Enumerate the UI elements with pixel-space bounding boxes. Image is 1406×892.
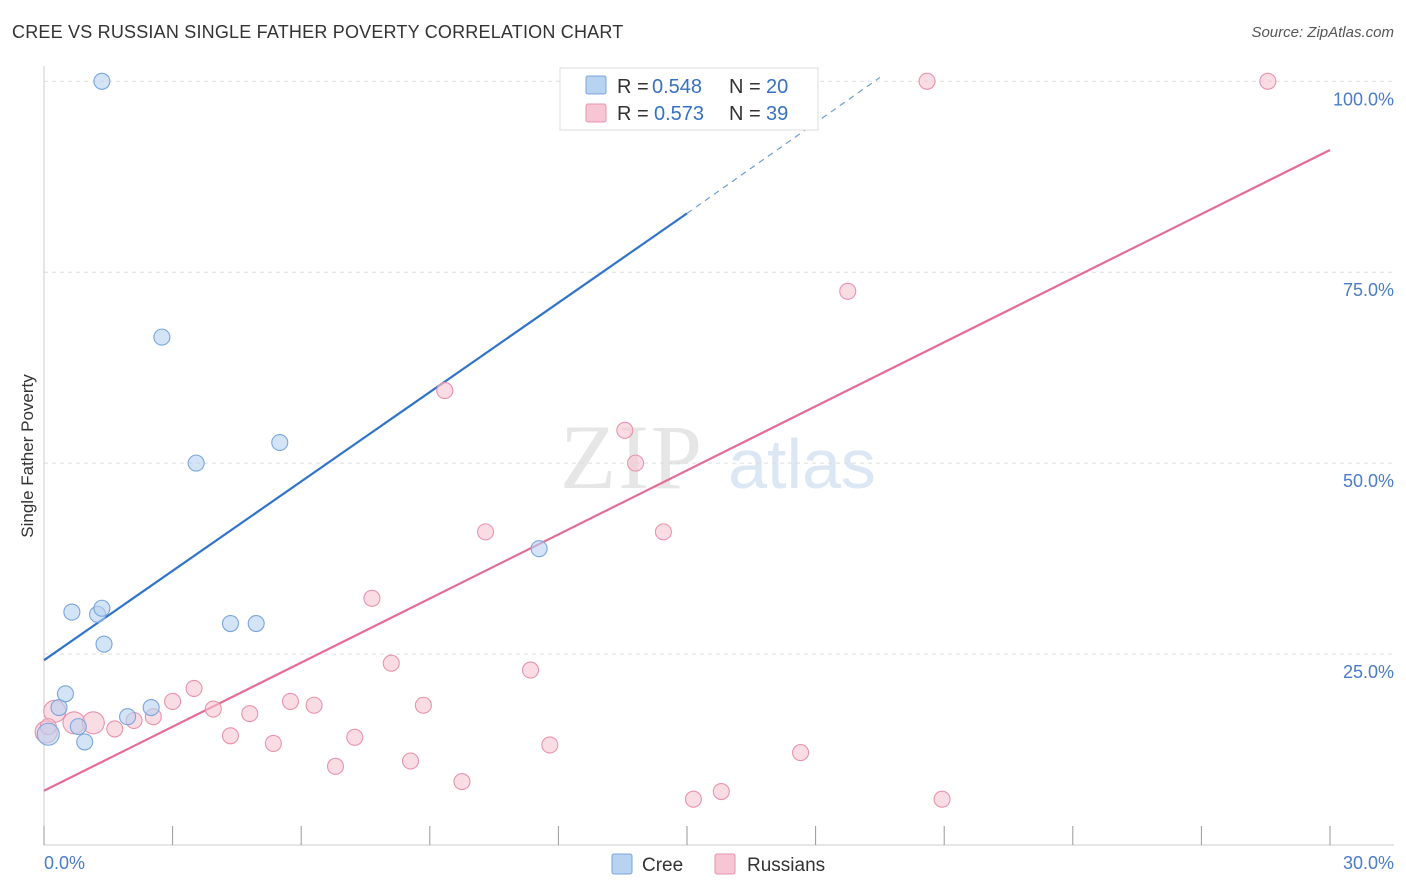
cree-point <box>187 454 205 472</box>
russians-point <box>712 782 730 801</box>
cree-series-swatch[interactable] <box>611 853 633 875</box>
stats-legend: R = 0.548 N = 20 R = 0.573 N = 39 <box>559 67 819 131</box>
russians-point <box>241 705 259 723</box>
russians-point <box>654 523 672 541</box>
russians-point <box>346 728 364 746</box>
russians-r-value: 0.573 <box>654 103 704 125</box>
cree-point <box>530 540 548 558</box>
russians-point <box>792 744 810 762</box>
russians-point <box>933 790 951 808</box>
cree-point <box>119 708 137 726</box>
russians-point <box>164 692 182 710</box>
tick-label-layer: 25.0% 50.0% 75.0% 100.0% <box>1333 89 1394 682</box>
russians-point <box>221 727 240 745</box>
russians-point <box>382 654 400 672</box>
y-tick-label: 50.0% <box>1343 471 1394 491</box>
cree-point <box>76 733 94 751</box>
cree-series-label[interactable]: Cree <box>642 855 683 876</box>
russians-point <box>305 696 323 714</box>
source-label: Source: ZipAtlas.com <box>1251 24 1394 41</box>
russians-legend-swatch <box>585 103 607 123</box>
cree-point <box>93 72 111 90</box>
russians-point <box>541 736 559 754</box>
cree-legend-swatch <box>585 75 607 95</box>
x-tick-label-min: 0.0% <box>44 853 85 873</box>
cree-point <box>271 433 289 452</box>
russians-point <box>185 679 203 697</box>
russians-point <box>264 734 282 752</box>
russians-point <box>616 421 634 439</box>
series-legend: Cree Russians <box>611 853 825 876</box>
chart-title: CREE VS RUSSIAN SINGLE FATHER POVERTY CO… <box>12 22 624 42</box>
russians-point <box>684 790 702 808</box>
russians-point <box>839 282 857 300</box>
russians-point <box>326 757 345 775</box>
watermark-atlas: atlas <box>728 425 876 503</box>
cree-r-label: R = <box>617 76 649 98</box>
cree-point <box>221 614 240 633</box>
cree-point <box>95 635 113 653</box>
russians-point <box>453 773 471 791</box>
cree-point <box>93 599 111 617</box>
russians-point <box>204 700 222 718</box>
russians-series-label[interactable]: Russians <box>747 855 825 876</box>
x-tick-label-max: 30.0% <box>1343 853 1394 873</box>
russians-point <box>1259 72 1277 90</box>
russians-point <box>363 589 381 607</box>
russians-point <box>414 696 432 714</box>
cree-point <box>142 698 160 717</box>
russians-point <box>627 454 645 472</box>
cree-point <box>69 718 87 736</box>
russians-r-label: R = <box>617 103 649 125</box>
russians-trend-line <box>43 149 1331 792</box>
cree-point <box>56 685 74 703</box>
russians-point <box>436 382 454 400</box>
trend-layer <box>43 76 1331 792</box>
russians-point <box>106 720 124 738</box>
cree-n-label: N = <box>729 76 761 98</box>
russians-point <box>918 72 936 90</box>
y-tick-label: 25.0% <box>1343 662 1394 682</box>
cree-trend-line <box>43 212 688 662</box>
y-tick-label: 75.0% <box>1343 280 1394 300</box>
russians-series-swatch[interactable] <box>714 853 736 875</box>
russians-point <box>401 752 420 770</box>
cree-point <box>247 614 265 633</box>
cree-n-value: 20 <box>766 76 788 98</box>
cree-r-value: 0.548 <box>652 76 702 98</box>
y-tick-label: 100.0% <box>1333 89 1394 109</box>
cree-point <box>50 698 68 717</box>
russians-point <box>521 661 540 679</box>
russians-n-label: N = <box>729 103 761 125</box>
cree-point <box>36 722 60 746</box>
russians-point <box>476 523 495 541</box>
cree-point <box>153 328 171 346</box>
grid-layer <box>44 80 1394 655</box>
russians-n-value: 39 <box>766 103 788 125</box>
cree-point <box>63 603 81 621</box>
russians-point <box>281 692 300 710</box>
